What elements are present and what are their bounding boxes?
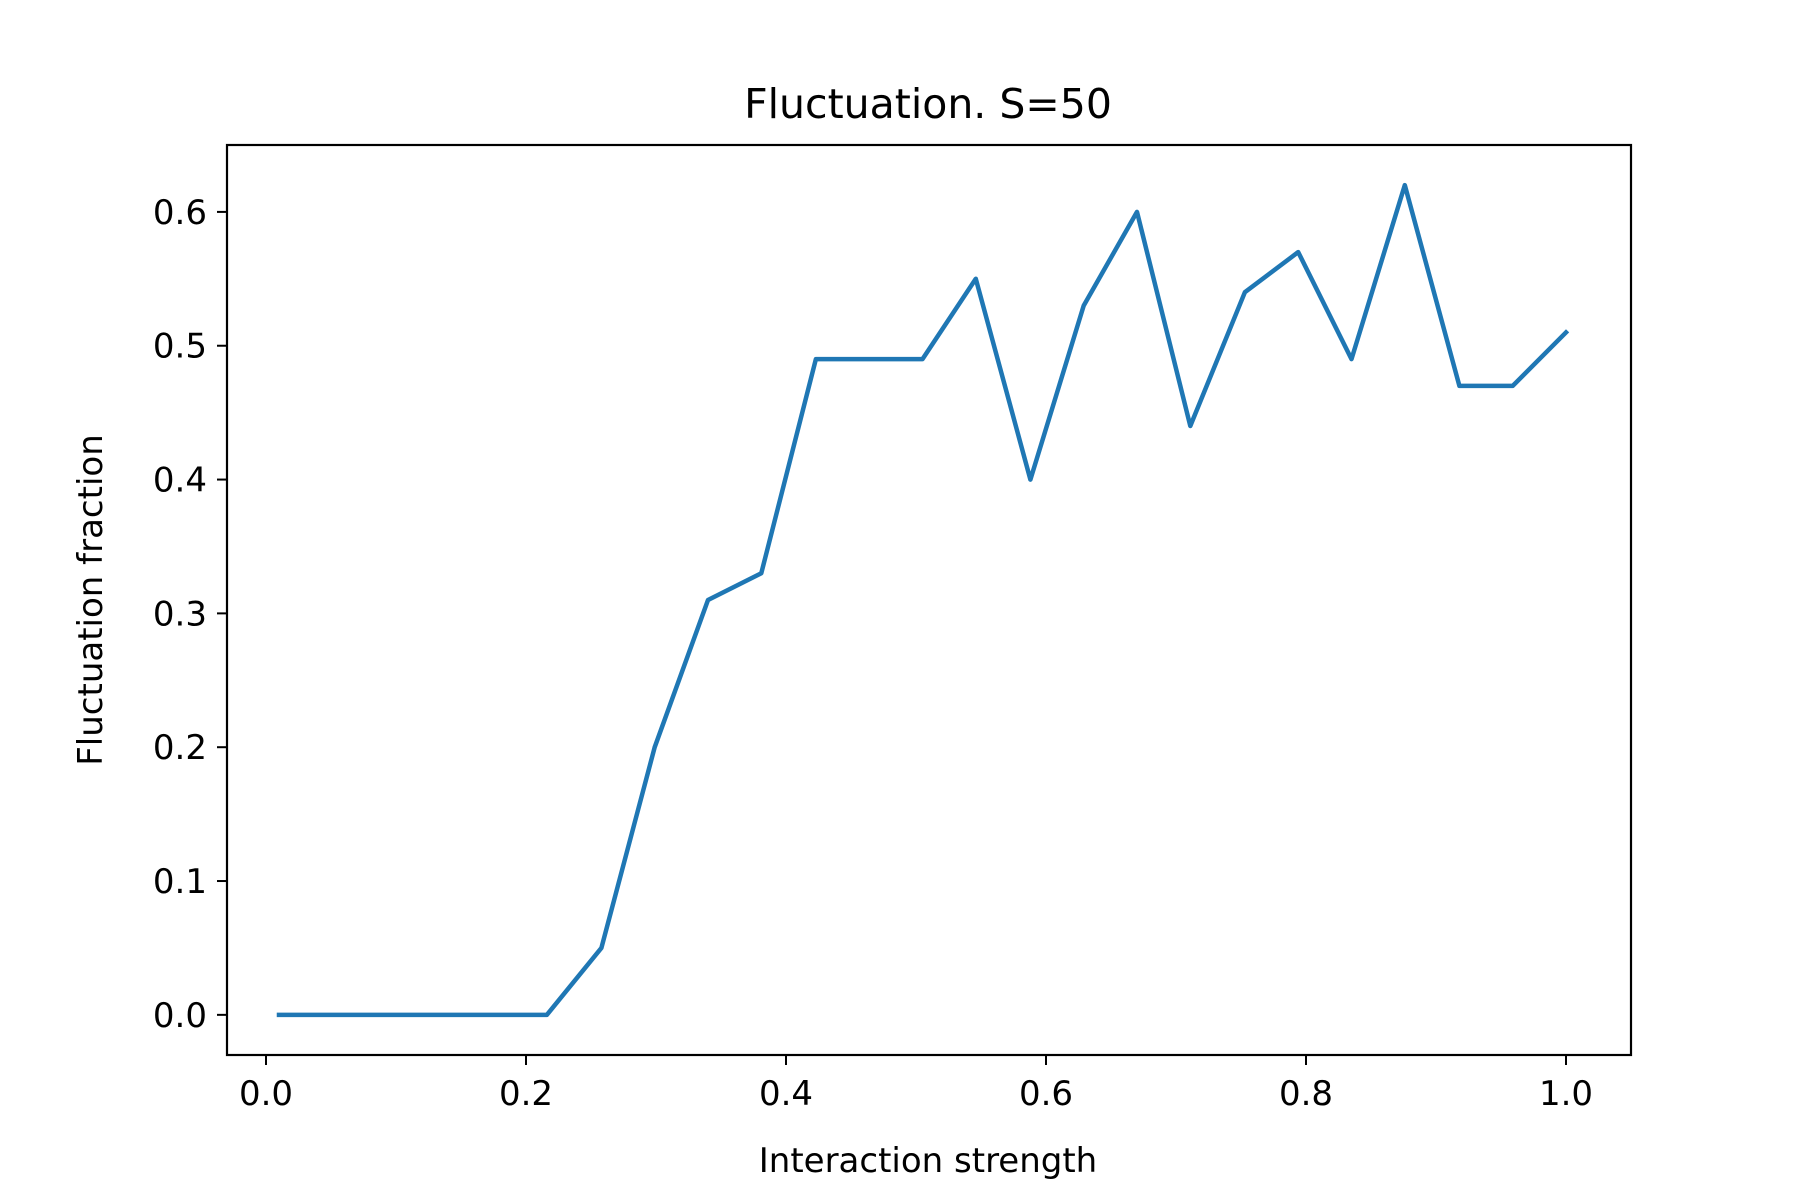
x-tick-label: 0.8 <box>1279 1074 1333 1114</box>
y-axis-label: Fluctuation fraction <box>71 434 111 766</box>
chart-title: Fluctuation. S=50 <box>744 80 1112 128</box>
x-tick-label: 0.0 <box>239 1074 293 1114</box>
y-tick-label: 0.5 <box>153 327 207 367</box>
y-axis: 0.0 0.1 0.2 0.3 0.4 0.5 0.6 <box>153 193 227 1036</box>
x-axis-label: Interaction strength <box>759 1141 1097 1181</box>
x-tick-label: 1.0 <box>1539 1074 1593 1114</box>
x-tick-label: 0.4 <box>759 1074 813 1114</box>
x-tick-label: 0.6 <box>1019 1074 1073 1114</box>
y-tick-label: 0.1 <box>153 862 207 902</box>
plot-area <box>225 143 1633 1057</box>
y-tick-label: 0.3 <box>153 594 207 634</box>
x-axis: 0.0 0.2 0.4 0.6 0.8 1.0 <box>239 1055 1593 1114</box>
y-tick-label: 0.6 <box>153 193 207 233</box>
y-tick-label: 0.4 <box>153 461 207 501</box>
y-tick-label: 0.0 <box>153 996 207 1036</box>
series-layer <box>276 182 1570 1018</box>
x-tick-label: 0.2 <box>499 1074 553 1114</box>
series-line <box>276 182 1570 1018</box>
y-tick-label: 0.2 <box>153 728 207 768</box>
